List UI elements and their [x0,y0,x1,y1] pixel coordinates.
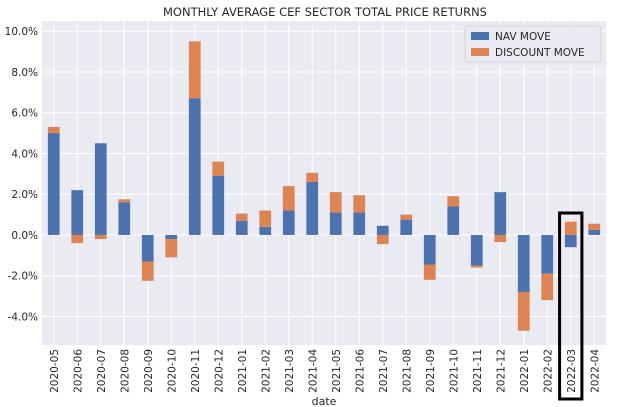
bar-nav-move [94,143,107,235]
bar-discount-move [423,264,436,280]
bar-nav-move [353,212,366,235]
bar-discount-move [94,234,107,240]
bar-nav-move [588,229,601,235]
x-tick-label: 2020-08 [119,349,131,393]
y-axis: -4.0% -2.0% 0.0% 2.0% 4.0% 6.0% 8.0% 10.0% [5,26,38,323]
y-tick-label: 8.0% [11,67,38,79]
bar-nav-move [212,175,225,235]
bar-nav-move [306,181,319,235]
bar-discount-move [400,214,413,220]
y-tick-label: 4.0% [11,148,38,160]
x-tick-label: 2021-09 [425,349,437,393]
y-tick-label: 2.0% [11,189,38,201]
x-tick-label: 2022-01 [519,349,531,393]
bar-nav-move [141,234,154,262]
bar-discount-move [165,239,178,258]
bar-discount-move [212,161,225,176]
x-tick-label: 2020-11 [190,349,202,393]
bar-discount-move [306,172,319,182]
bar-discount-move [235,213,248,221]
x-tick-label: 2022-02 [542,349,554,393]
y-tick-label: -4.0% [8,311,38,323]
bar-nav-move [71,190,84,235]
highlight-box [558,211,584,401]
x-tick-label: 2021-04 [307,349,319,393]
legend-box [464,25,602,63]
bar-nav-move [165,234,178,240]
bar-nav-move [282,210,295,235]
x-tick-label: 2020-12 [213,349,225,393]
bar-nav-move [329,212,342,235]
bar-discount-move [47,126,60,134]
x-tick-label: 2021-06 [354,349,366,393]
x-axis: 2020-05 2020-06 2020-07 2020-08 2020-09 2020-… [49,349,602,393]
legend-swatch [471,48,489,56]
x-tick-label: 2021-11 [472,349,484,393]
bar-discount-move [588,223,601,230]
bar-discount-move [494,234,507,243]
bar-nav-move [188,98,201,235]
y-tick-label: -2.0% [8,271,38,283]
x-tick-label: 2022-03 [566,349,578,393]
bar-discount-move [118,199,131,203]
x-tick-label: 2021-10 [448,349,460,393]
x-tick-label: 2021-07 [378,349,390,393]
bar-nav-move [259,226,272,235]
bar-nav-move [541,234,554,274]
bar-discount-move [353,195,366,213]
legend: NAV MOVE DISCOUNT MOVE [464,25,602,63]
y-tick-label: 10.0% [5,26,38,38]
bar-discount-move [541,273,554,301]
x-tick-label: 2020-10 [166,349,178,393]
bar-nav-move [470,234,483,266]
bar-nav-move [47,133,60,235]
bar-discount-move [447,196,460,207]
x-tick-label: 2020-09 [143,349,155,393]
x-tick-label: 2021-03 [284,349,296,393]
bar-nav-move [517,234,530,293]
x-tick-label: 2020-06 [72,349,84,393]
x-tick-label: 2020-07 [96,349,108,393]
x-tick-label: 2021-08 [401,349,413,393]
y-tick-label: 6.0% [11,108,38,120]
bar-nav-move [118,202,131,235]
x-tick-label: 2021-01 [237,349,249,393]
x-axis-label: date [312,395,337,407]
bar-discount-move [564,221,577,235]
bar-discount-move [282,186,295,211]
legend-swatch [471,32,489,40]
bar-nav-move [376,225,389,235]
bar-discount-move [141,261,154,281]
x-tick-label: 2021-02 [260,349,272,393]
legend-label: NAV MOVE [495,31,551,43]
x-tick-label: 2021-05 [331,349,343,393]
bar-nav-move [423,234,436,265]
bar-nav-move [447,206,460,235]
bar-discount-move [71,234,84,244]
chart-title: MONTHLY AVERAGE CEF SECTOR TOTAL PRICE R… [163,5,487,19]
bar-discount-move [470,265,483,268]
bar-discount-move [259,210,272,227]
bar-discount-move [517,292,530,331]
bar-nav-move [235,220,248,235]
bar-nav-move [400,219,413,235]
legend-label: DISCOUNT MOVE [495,47,585,59]
x-tick-label: 2021-12 [495,349,507,393]
y-tick-label: 0.0% [11,230,38,242]
bar-nav-move [494,192,507,235]
x-tick-label: 2020-05 [49,349,61,393]
plot-area [42,21,606,345]
bars [47,41,601,331]
bar-discount-move [376,234,389,245]
bar-nav-move [564,234,577,248]
bar-discount-move [329,192,342,213]
x-tick-label: 2022-04 [589,349,601,393]
bar-discount-move [188,41,201,99]
